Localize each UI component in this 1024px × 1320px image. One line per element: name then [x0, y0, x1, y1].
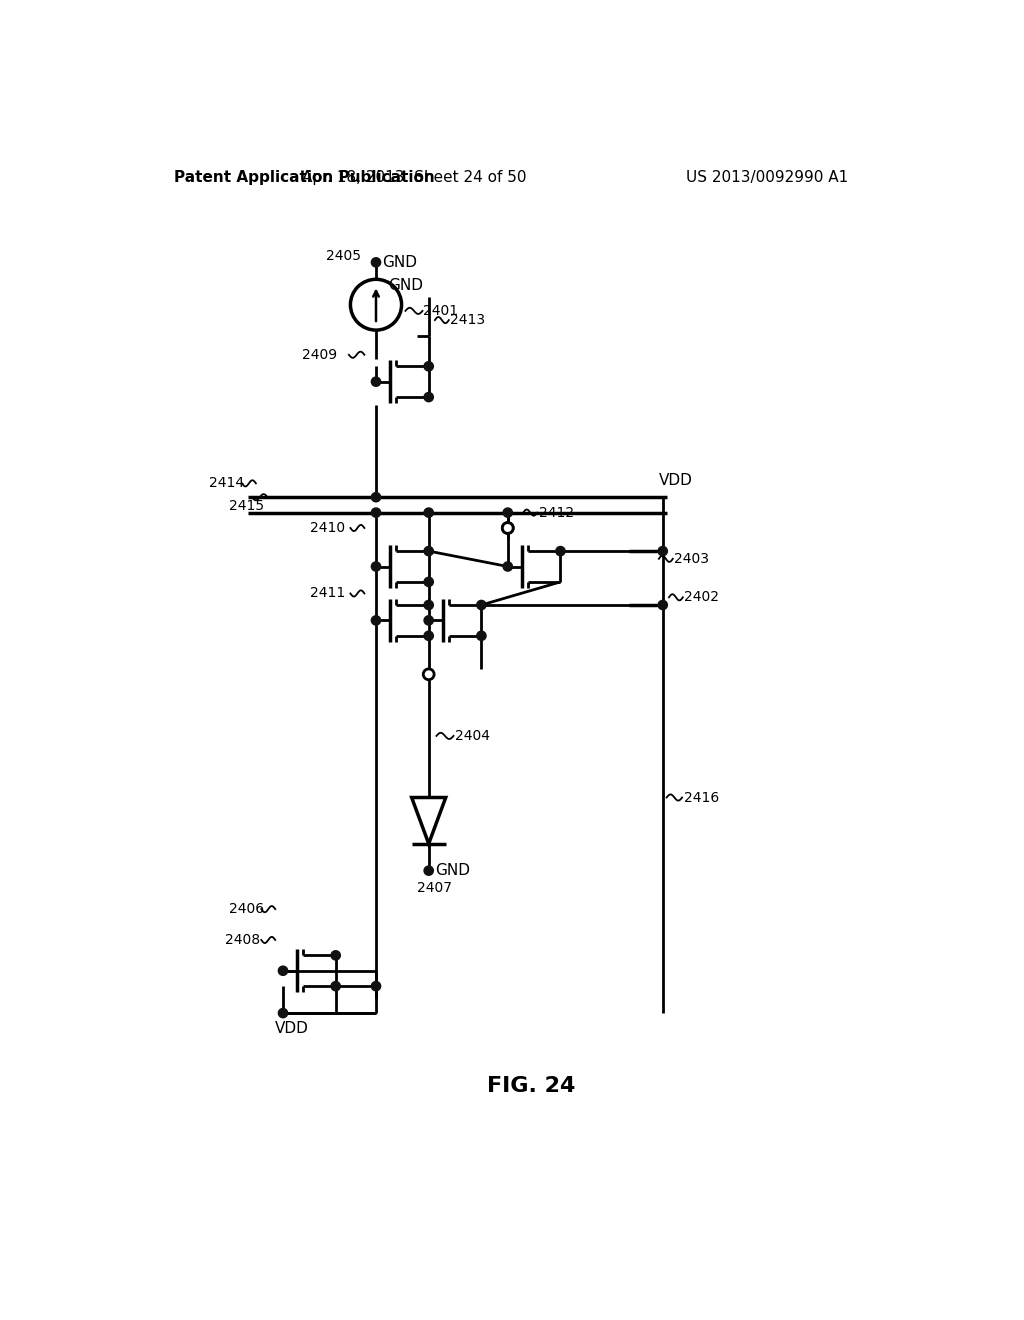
Circle shape [372, 492, 381, 502]
Text: 2412: 2412 [539, 506, 573, 520]
Text: VDD: VDD [658, 473, 693, 488]
Text: 2413: 2413 [451, 313, 485, 327]
Text: 2410: 2410 [310, 521, 345, 535]
Text: 2403: 2403 [675, 552, 710, 566]
Circle shape [424, 392, 433, 401]
Text: 2416: 2416 [684, 791, 719, 804]
Circle shape [372, 615, 381, 626]
Circle shape [424, 508, 433, 517]
Circle shape [503, 523, 513, 533]
Text: 2411: 2411 [310, 586, 345, 601]
Circle shape [279, 966, 288, 975]
Text: GND: GND [435, 863, 470, 878]
Text: GND: GND [388, 279, 423, 293]
Text: 2404: 2404 [455, 729, 490, 743]
Circle shape [658, 546, 668, 556]
Text: 2407: 2407 [417, 880, 452, 895]
Circle shape [331, 950, 340, 960]
Circle shape [424, 577, 433, 586]
Circle shape [424, 601, 433, 610]
Circle shape [658, 601, 668, 610]
Text: 2406: 2406 [228, 902, 264, 916]
Text: 2409: 2409 [302, 347, 338, 362]
Text: 2402: 2402 [684, 590, 720, 605]
Circle shape [372, 257, 381, 267]
Circle shape [372, 982, 381, 991]
Circle shape [503, 523, 513, 533]
Circle shape [503, 508, 512, 517]
Text: GND: GND [382, 255, 417, 269]
Circle shape [424, 362, 433, 371]
Circle shape [556, 546, 565, 556]
Circle shape [423, 669, 434, 680]
Text: VDD: VDD [275, 1020, 309, 1036]
Circle shape [424, 866, 433, 875]
Circle shape [372, 508, 381, 517]
Circle shape [331, 982, 340, 991]
Circle shape [424, 546, 433, 556]
Circle shape [372, 562, 381, 572]
Circle shape [372, 378, 381, 387]
Text: US 2013/0092990 A1: US 2013/0092990 A1 [686, 170, 848, 185]
Circle shape [503, 562, 512, 572]
Text: FIG. 24: FIG. 24 [486, 1076, 575, 1096]
Text: 2414: 2414 [209, 477, 245, 490]
Circle shape [424, 615, 433, 626]
Text: 2401: 2401 [423, 304, 459, 318]
Text: Patent Application Publication: Patent Application Publication [174, 170, 435, 185]
Circle shape [477, 601, 486, 610]
Circle shape [477, 631, 486, 640]
Text: Apr. 18, 2013  Sheet 24 of 50: Apr. 18, 2013 Sheet 24 of 50 [302, 170, 527, 185]
Text: 2405: 2405 [326, 249, 360, 263]
Circle shape [279, 1008, 288, 1018]
Circle shape [424, 631, 433, 640]
Text: 2408: 2408 [225, 933, 260, 946]
Text: 2415: 2415 [228, 499, 264, 513]
